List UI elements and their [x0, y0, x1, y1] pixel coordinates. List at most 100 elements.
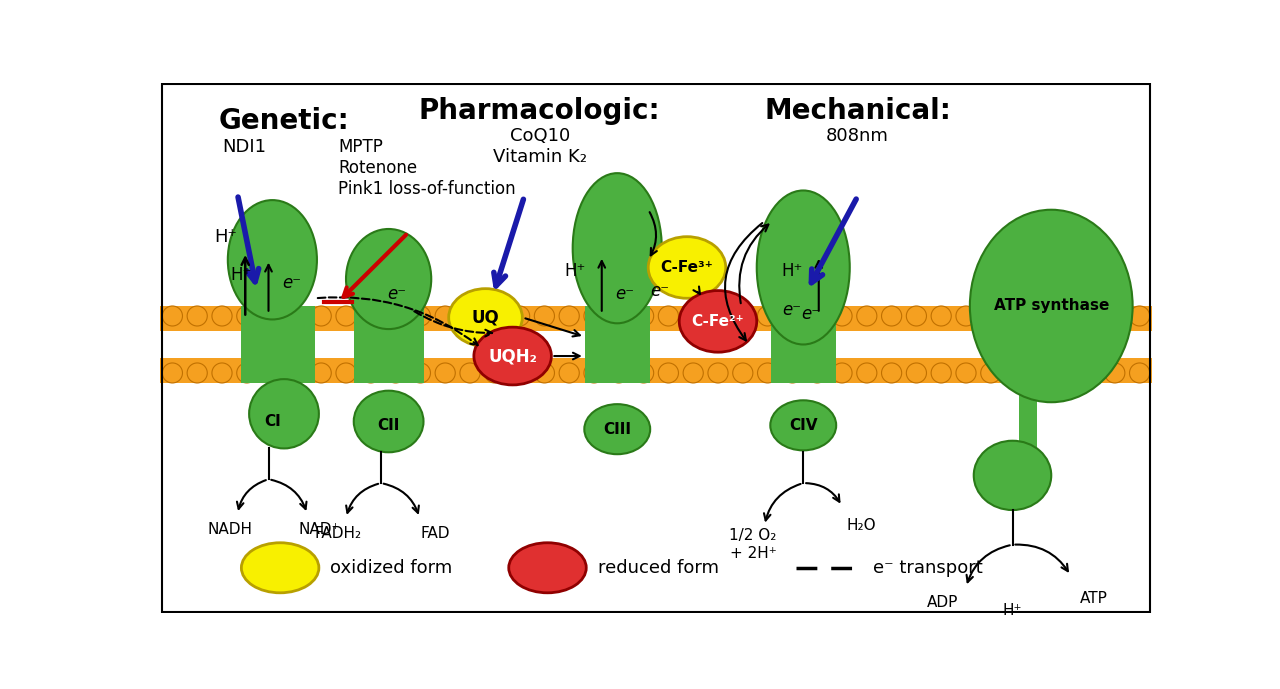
Ellipse shape [931, 306, 951, 326]
Text: ATP synthase: ATP synthase [993, 298, 1108, 313]
Ellipse shape [228, 200, 317, 320]
Text: e⁻: e⁻ [801, 305, 820, 322]
Text: H⁺: H⁺ [781, 263, 803, 280]
Bar [353, 306, 424, 383]
Ellipse shape [361, 363, 381, 383]
Ellipse shape [287, 363, 306, 383]
Ellipse shape [882, 363, 901, 383]
Text: CoQ10
Vitamin K₂: CoQ10 Vitamin K₂ [493, 127, 586, 166]
Ellipse shape [906, 363, 927, 383]
Bar [242, 306, 315, 383]
Bar [160, 331, 1152, 358]
Ellipse shape [931, 363, 951, 383]
Text: H⁺: H⁺ [215, 227, 237, 246]
Ellipse shape [411, 306, 430, 326]
Ellipse shape [212, 363, 232, 383]
Ellipse shape [771, 400, 836, 451]
Ellipse shape [311, 306, 332, 326]
Text: NADH: NADH [207, 522, 252, 537]
Ellipse shape [756, 190, 850, 344]
Text: e⁻ transport: e⁻ transport [873, 559, 983, 577]
Ellipse shape [485, 363, 504, 383]
Ellipse shape [435, 306, 456, 326]
Ellipse shape [509, 306, 530, 326]
Ellipse shape [782, 306, 803, 326]
Text: UQH₂: UQH₂ [488, 347, 538, 365]
Ellipse shape [559, 363, 580, 383]
Ellipse shape [237, 306, 257, 326]
Ellipse shape [732, 306, 753, 326]
Ellipse shape [261, 306, 282, 326]
Ellipse shape [708, 306, 728, 326]
Text: e⁻: e⁻ [387, 285, 406, 303]
Ellipse shape [261, 363, 282, 383]
Ellipse shape [1055, 363, 1075, 383]
Text: CI: CI [264, 414, 280, 429]
Text: Genetic:: Genetic: [218, 107, 349, 135]
Text: H⁺: H⁺ [230, 266, 252, 284]
Text: 1/2 O₂
+ 2H⁺: 1/2 O₂ + 2H⁺ [730, 528, 777, 561]
Text: C-Fe³⁺: C-Fe³⁺ [660, 260, 713, 275]
Ellipse shape [385, 363, 406, 383]
Text: e⁻: e⁻ [616, 285, 635, 303]
Ellipse shape [882, 306, 901, 326]
Ellipse shape [534, 306, 554, 326]
Ellipse shape [460, 363, 480, 383]
Text: UQ: UQ [471, 309, 499, 327]
Ellipse shape [1129, 363, 1149, 383]
Ellipse shape [832, 363, 852, 383]
Text: reduced form: reduced form [598, 559, 719, 577]
Ellipse shape [584, 404, 650, 454]
Ellipse shape [758, 306, 778, 326]
Ellipse shape [658, 363, 678, 383]
Ellipse shape [634, 306, 654, 326]
Ellipse shape [474, 327, 552, 385]
Text: FAD: FAD [420, 526, 449, 541]
Ellipse shape [648, 237, 726, 298]
Ellipse shape [242, 543, 319, 593]
Ellipse shape [1105, 363, 1125, 383]
Text: e⁻: e⁻ [650, 282, 669, 300]
Ellipse shape [980, 306, 1001, 326]
Ellipse shape [385, 306, 406, 326]
Ellipse shape [956, 363, 977, 383]
Ellipse shape [163, 306, 183, 326]
Text: CIV: CIV [788, 418, 818, 433]
Ellipse shape [287, 306, 306, 326]
Ellipse shape [534, 363, 554, 383]
Ellipse shape [485, 306, 504, 326]
Text: e⁻: e⁻ [283, 274, 301, 292]
Text: H⁺: H⁺ [1002, 603, 1023, 617]
Ellipse shape [1080, 363, 1100, 383]
Text: ATP: ATP [1080, 591, 1107, 606]
Text: NDI1: NDI1 [221, 138, 266, 156]
Text: ADP: ADP [927, 595, 959, 610]
Ellipse shape [856, 306, 877, 326]
Ellipse shape [609, 306, 628, 326]
Ellipse shape [509, 363, 530, 383]
Text: H⁺: H⁺ [564, 263, 585, 280]
Ellipse shape [658, 306, 678, 326]
Ellipse shape [1030, 306, 1051, 326]
Text: MPTP
Rotenone
Pink1 loss-of-function: MPTP Rotenone Pink1 loss-of-function [338, 138, 516, 198]
Ellipse shape [1030, 363, 1051, 383]
Ellipse shape [758, 363, 778, 383]
Ellipse shape [808, 363, 827, 383]
Ellipse shape [1006, 306, 1025, 326]
Ellipse shape [508, 543, 586, 593]
Ellipse shape [250, 379, 319, 449]
Ellipse shape [808, 306, 827, 326]
Text: FADH₂: FADH₂ [315, 526, 362, 541]
Ellipse shape [684, 306, 703, 326]
Ellipse shape [634, 363, 654, 383]
Ellipse shape [346, 229, 431, 329]
Ellipse shape [163, 363, 183, 383]
Text: NAD⁺: NAD⁺ [298, 522, 339, 537]
Ellipse shape [187, 306, 207, 326]
Ellipse shape [237, 363, 257, 383]
Text: H₂O: H₂O [846, 518, 877, 533]
Text: CII: CII [378, 418, 399, 433]
Ellipse shape [559, 306, 580, 326]
Ellipse shape [906, 306, 927, 326]
Ellipse shape [572, 173, 662, 323]
